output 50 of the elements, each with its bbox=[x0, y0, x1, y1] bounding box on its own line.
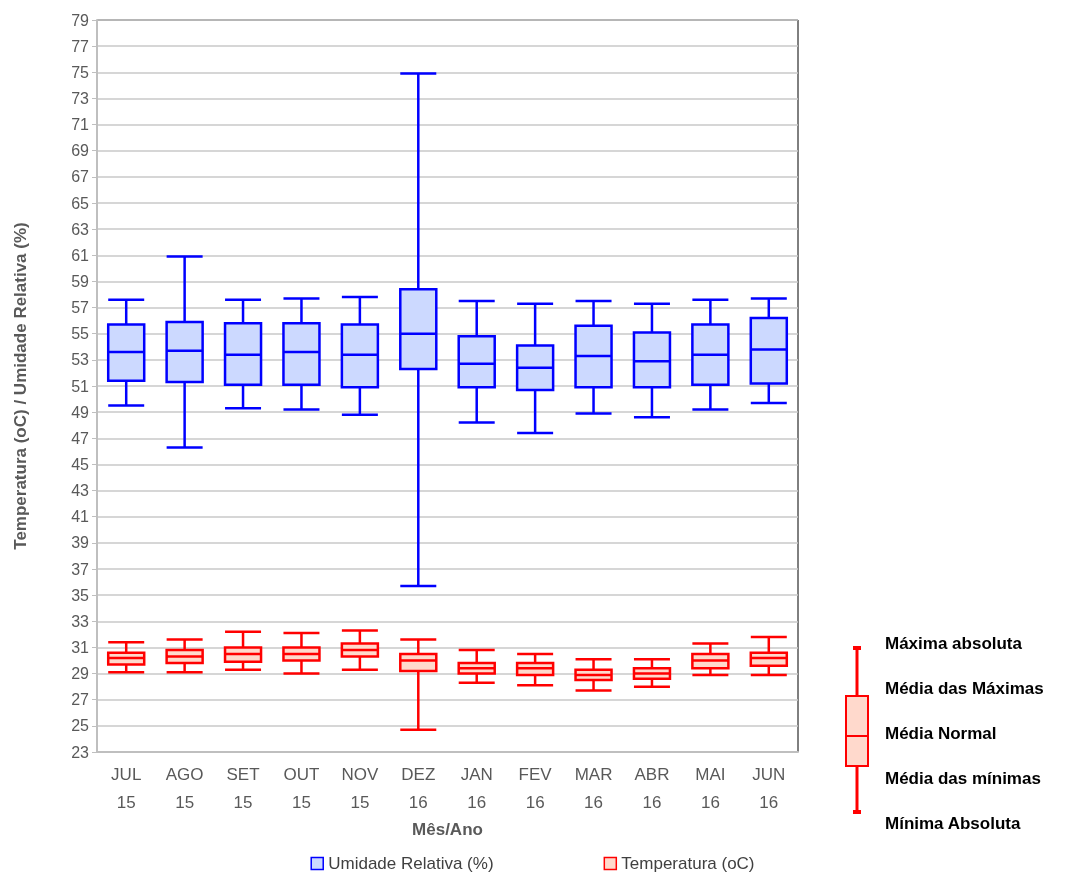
x-tick-label: MAI 16 bbox=[695, 764, 726, 812]
legend-label: Temperatura (oC) bbox=[621, 854, 755, 873]
text: Média das mínimas bbox=[885, 769, 1041, 789]
y-axis-title: Temperatura (oC) / Umidade Relativa (%) bbox=[11, 222, 30, 550]
x-tick-label: DEZ 16 bbox=[401, 764, 436, 812]
x-tick-label: JUN 16 bbox=[752, 764, 786, 812]
x-tick-label: FEV 16 bbox=[518, 764, 553, 812]
x-tick-label: NOV 15 bbox=[341, 764, 379, 812]
y-tick-label: 25 bbox=[71, 717, 90, 735]
x-tick-label: OUT 15 bbox=[283, 764, 320, 812]
x-tick-label: AGO 15 bbox=[165, 764, 204, 812]
y-tick-label: 27 bbox=[71, 691, 90, 709]
y-tick-label: 39 bbox=[71, 534, 90, 552]
y-tick-label: 61 bbox=[71, 246, 90, 264]
y-tick-label: 53 bbox=[71, 351, 90, 369]
y-tick-label: 47 bbox=[71, 429, 90, 447]
y-tick-label: 35 bbox=[71, 586, 90, 604]
text: Mínima Absoluta bbox=[885, 814, 1021, 834]
y-tick-label: 73 bbox=[71, 89, 90, 107]
y-tick-label: 41 bbox=[71, 508, 90, 526]
y-tick-label: 43 bbox=[71, 482, 90, 500]
y-tick-label: 23 bbox=[71, 743, 90, 761]
y-tick-label: 45 bbox=[71, 455, 90, 473]
text: Média das Máximas bbox=[885, 679, 1044, 699]
y-tick-label: 37 bbox=[71, 560, 90, 578]
x-tick-label: JAN 16 bbox=[460, 764, 493, 812]
x-tick-label: JUL 15 bbox=[111, 764, 142, 812]
y-tick-label: 67 bbox=[71, 168, 90, 186]
x-tick-label: MAR 16 bbox=[574, 764, 613, 812]
y-tick-label: 55 bbox=[71, 325, 90, 343]
y-tick-label: 77 bbox=[71, 37, 90, 55]
y-tick-label: 65 bbox=[71, 194, 90, 212]
y-tick-label: 29 bbox=[71, 665, 90, 683]
y-tick-label: 51 bbox=[71, 377, 90, 395]
y-tick-label: 69 bbox=[71, 142, 90, 160]
text: Máxima absoluta bbox=[885, 634, 1022, 654]
y-tick-label: 31 bbox=[71, 638, 90, 656]
y-tick-label: 79 bbox=[71, 11, 90, 29]
text: Média Normal bbox=[885, 724, 997, 744]
x-tick-label: ABR 16 bbox=[634, 764, 670, 812]
y-tick-label: 71 bbox=[71, 116, 90, 134]
y-tick-label: 33 bbox=[71, 612, 90, 630]
y-tick-label: 49 bbox=[71, 403, 90, 421]
y-tick-label: 75 bbox=[71, 63, 90, 81]
x-axis-title: Mês/Ano bbox=[412, 819, 483, 839]
x-tick-label: SET 15 bbox=[226, 764, 260, 812]
y-tick-label: 63 bbox=[71, 220, 90, 238]
y-tick-label: 59 bbox=[71, 272, 90, 290]
legend-label: Umidade Relativa (%) bbox=[328, 854, 494, 873]
y-tick-label: 57 bbox=[71, 299, 90, 317]
